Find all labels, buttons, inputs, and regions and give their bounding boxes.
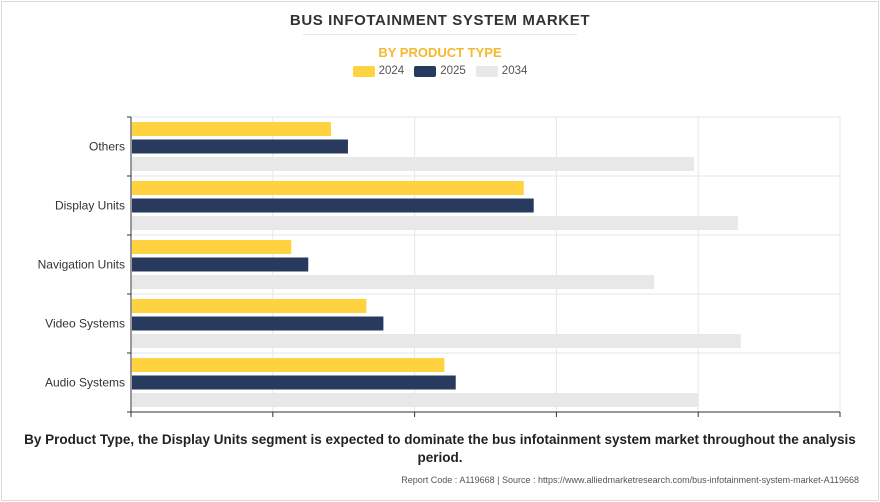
bar-display-units-2034 — [132, 216, 738, 230]
chart-subtitle: BY PRODUCT TYPE — [378, 45, 502, 60]
legend-label-2024: 2024 — [378, 65, 405, 77]
category-label-video-systems: Video Systems — [45, 317, 125, 331]
title-divider — [303, 34, 577, 35]
legend-label-2025: 2025 — [440, 65, 466, 77]
legend-item-2024[interactable]: 2024 — [352, 65, 405, 77]
bar-audio-systems-2034 — [132, 393, 699, 407]
bar-audio-systems-2025 — [132, 375, 456, 390]
category-label-audio-systems: Audio Systems — [45, 376, 125, 390]
legend-swatch-2025 — [414, 65, 437, 77]
bar-others-2025 — [132, 139, 348, 154]
chart-title: BUS INFOTAINMENT SYSTEM MARKET — [289, 12, 591, 29]
legend: 2024 2025 2034 — [0, 65, 880, 77]
chart-caption: By Product Type, the Display Units segme… — [24, 432, 856, 465]
category-label-others: Others — [89, 140, 125, 154]
legend-item-2025[interactable]: 2025 — [414, 65, 466, 77]
bar-audio-systems-2024 — [132, 358, 445, 372]
bar-video-systems-2034 — [132, 334, 741, 348]
source-footer: Report Code : A119668 | Source : https:/… — [401, 475, 859, 485]
bar-display-units-2024 — [132, 181, 524, 195]
bar-others-2024 — [132, 122, 331, 136]
bar-video-systems-2024 — [132, 299, 367, 313]
bar-video-systems-2025 — [132, 316, 384, 331]
legend-item-2034[interactable]: 2034 — [475, 65, 528, 77]
legend-label-2034: 2034 — [501, 65, 528, 77]
legend-swatch-2024 — [352, 65, 375, 77]
bar-navigation-units-2034 — [132, 275, 655, 289]
legend-swatch-2034 — [475, 65, 498, 77]
bar-display-units-2025 — [132, 198, 534, 213]
bar-others-2034 — [132, 157, 694, 171]
bar-navigation-units-2024 — [132, 240, 292, 254]
category-label-display-units: Display Units — [55, 199, 125, 213]
category-label-navigation-units: Navigation Units — [38, 258, 125, 272]
bar-navigation-units-2025 — [132, 257, 309, 272]
